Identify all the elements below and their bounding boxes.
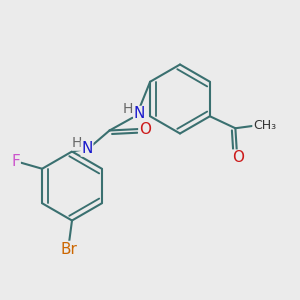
Text: F: F (11, 154, 20, 169)
Text: O: O (232, 150, 244, 165)
Text: CH₃: CH₃ (253, 119, 276, 132)
Text: O: O (139, 122, 151, 136)
Text: N: N (81, 141, 93, 156)
Text: N: N (134, 106, 145, 122)
Text: H: H (72, 136, 82, 150)
Text: Br: Br (61, 242, 77, 256)
Text: H: H (123, 102, 133, 116)
